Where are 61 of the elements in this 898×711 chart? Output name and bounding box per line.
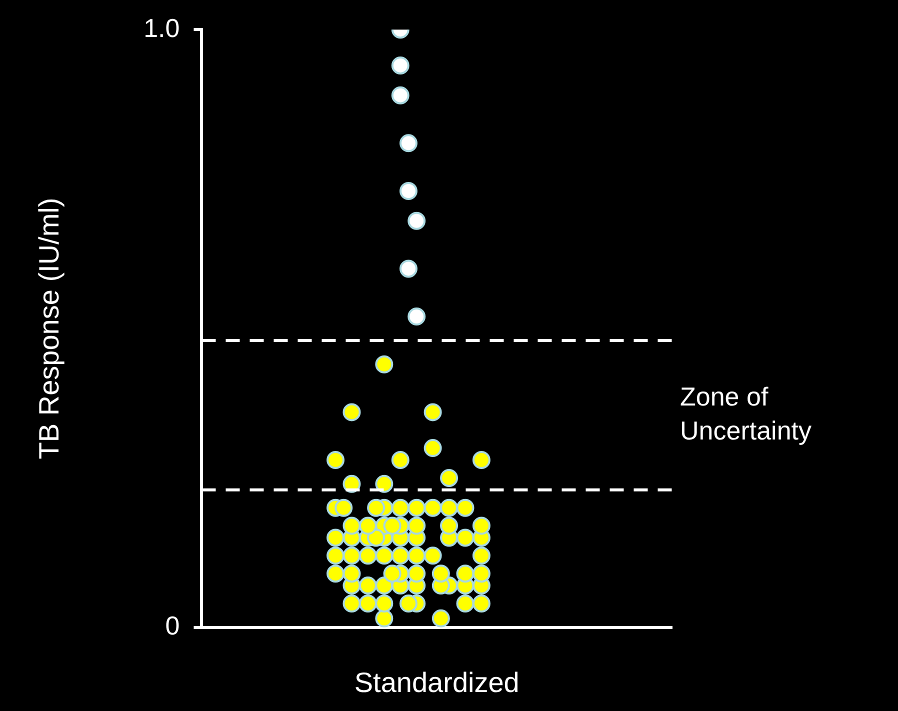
- point: [440, 498, 458, 517]
- point: [472, 546, 490, 565]
- point: [383, 516, 402, 535]
- point: [424, 498, 442, 517]
- point: [424, 403, 442, 422]
- point: [391, 451, 410, 470]
- point: [383, 564, 402, 583]
- text: Zone of Uncertainty: [680, 381, 812, 446]
- point: [342, 546, 361, 565]
- point: [391, 498, 410, 517]
- point: [358, 516, 377, 535]
- point: [375, 546, 394, 565]
- point: [440, 468, 458, 487]
- point: [358, 576, 377, 595]
- point: [456, 528, 474, 547]
- point: [408, 308, 426, 326]
- point: [358, 546, 377, 565]
- point: [391, 546, 410, 565]
- x-axis-title: Standardized: [354, 666, 520, 698]
- point: [375, 594, 394, 612]
- point: [326, 546, 345, 565]
- point: [424, 546, 442, 565]
- y-axis-title: TB Response (IU/ml): [34, 198, 65, 460]
- point: [391, 56, 410, 74]
- point: [408, 516, 426, 535]
- y-tick-label: 1.0: [144, 12, 180, 43]
- point: [456, 564, 474, 583]
- point: [424, 439, 442, 458]
- point: [375, 355, 394, 374]
- point: [326, 451, 345, 470]
- point: [408, 564, 426, 583]
- point: [342, 516, 361, 535]
- point: [358, 594, 377, 612]
- point: [432, 609, 450, 628]
- point: [472, 594, 490, 612]
- point: [375, 474, 394, 493]
- point: [472, 516, 490, 535]
- point: [367, 528, 386, 547]
- point: [391, 86, 410, 104]
- point: [334, 498, 353, 517]
- point: [408, 546, 426, 565]
- point: [472, 564, 490, 583]
- point: [432, 564, 450, 583]
- point: [440, 516, 458, 535]
- point: [375, 609, 394, 628]
- point: [326, 528, 345, 547]
- point: [399, 594, 418, 612]
- point: [342, 594, 361, 612]
- point: [342, 564, 361, 583]
- point: [408, 498, 426, 517]
- point: [326, 564, 345, 583]
- point: [456, 594, 474, 612]
- y-tick-label: 0: [165, 610, 180, 641]
- point: [399, 260, 418, 278]
- point: [408, 212, 426, 230]
- point: [342, 403, 361, 422]
- point: [456, 498, 474, 517]
- point: [472, 451, 490, 470]
- point: [367, 498, 386, 517]
- point: [399, 182, 418, 200]
- point: [399, 134, 418, 152]
